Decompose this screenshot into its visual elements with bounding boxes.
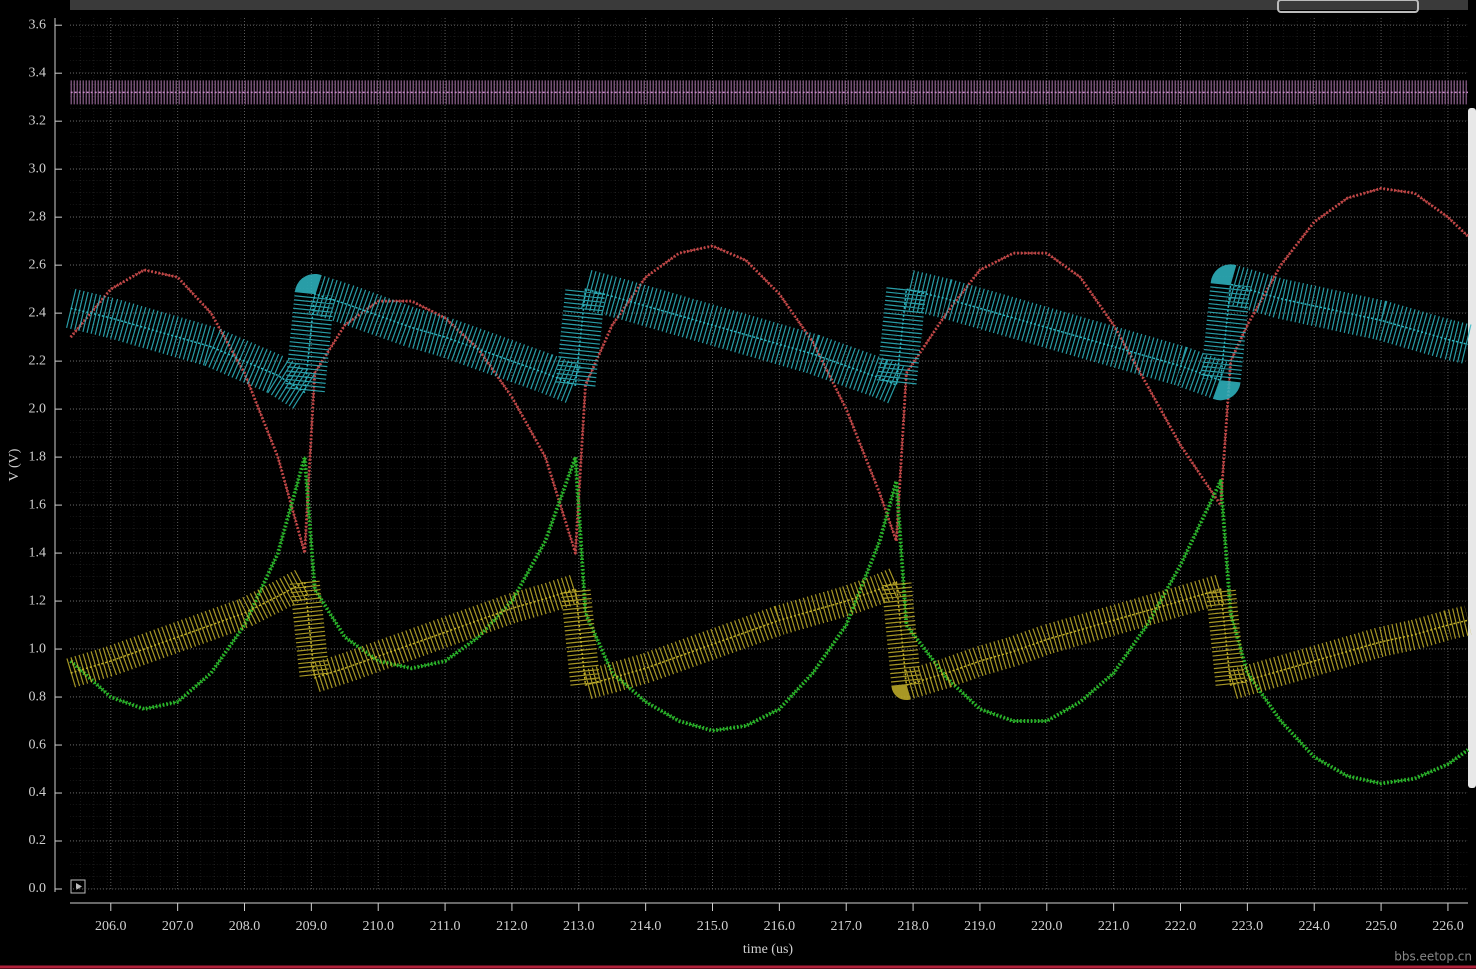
y-axis-label: V (V)	[7, 448, 22, 481]
y-tick-label: 2.0	[29, 401, 47, 416]
x-tick-label: 207.0	[162, 919, 194, 934]
waveform	[69, 455, 1470, 786]
x-tick-label: 222.0	[1165, 919, 1197, 934]
x-tick-label: 219.0	[964, 919, 996, 934]
y-tick-label: 2.8	[29, 209, 47, 224]
y-tick-label: 0.0	[29, 881, 47, 896]
x-tick-label: 212.0	[496, 919, 528, 934]
y-tick-label: 0.2	[29, 833, 47, 848]
watermark: bbs.eetop.cn	[1394, 950, 1472, 964]
y-tick-label: 1.4	[29, 545, 47, 560]
y-tick-label: 1.0	[29, 641, 47, 656]
x-tick-label: 213.0	[563, 919, 595, 934]
x-tick-label: 210.0	[362, 919, 394, 934]
plot-area	[66, 18, 1473, 890]
y-tick-label: 1.2	[29, 593, 47, 608]
x-tick-label: 214.0	[630, 919, 662, 934]
y-tick-label: 2.4	[29, 305, 47, 320]
y-tick-label: 3.6	[29, 17, 47, 32]
overview-window[interactable]	[1277, 0, 1419, 13]
x-tick-label: 216.0	[764, 919, 796, 934]
y-tick-label: 0.4	[29, 785, 47, 800]
x-tick-label: 217.0	[830, 919, 862, 934]
play-icon	[76, 883, 82, 890]
y-tick-label: 1.6	[29, 497, 47, 512]
x-axis-label: time (us)	[743, 942, 793, 957]
y-tick-label: 1.8	[29, 449, 47, 464]
x-tick-label: 226.0	[1432, 919, 1464, 934]
y-tick-label: 0.8	[29, 689, 47, 704]
x-tick-label: 225.0	[1365, 919, 1397, 934]
play-button[interactable]	[70, 879, 86, 894]
y-tick-label: 3.4	[29, 65, 47, 80]
y-tick-label: 2.6	[29, 257, 47, 272]
x-tick-label: 224.0	[1298, 919, 1330, 934]
x-tick-label: 215.0	[697, 919, 729, 934]
minor-grid	[70, 18, 1468, 890]
x-tick-label: 206.0	[95, 919, 127, 934]
x-tick-label: 223.0	[1232, 919, 1264, 934]
x-tick-label: 211.0	[430, 919, 461, 934]
overview-strip[interactable]	[70, 0, 1468, 10]
scrollbar[interactable]	[1468, 108, 1476, 788]
x-tick-label: 220.0	[1031, 919, 1063, 934]
y-tick-label: 3.2	[29, 113, 47, 128]
x-tick-label: 221.0	[1098, 919, 1130, 934]
y-tick-label: 2.2	[29, 353, 47, 368]
x-tick-label: 218.0	[897, 919, 929, 934]
y-tick-label: 0.6	[29, 737, 47, 752]
waveform-core	[70, 283, 1469, 394]
waveform-core	[70, 581, 1469, 686]
y-tick-label: 3.0	[29, 161, 47, 176]
x-tick-label: 209.0	[296, 919, 328, 934]
x-tick-label: 208.0	[229, 919, 261, 934]
